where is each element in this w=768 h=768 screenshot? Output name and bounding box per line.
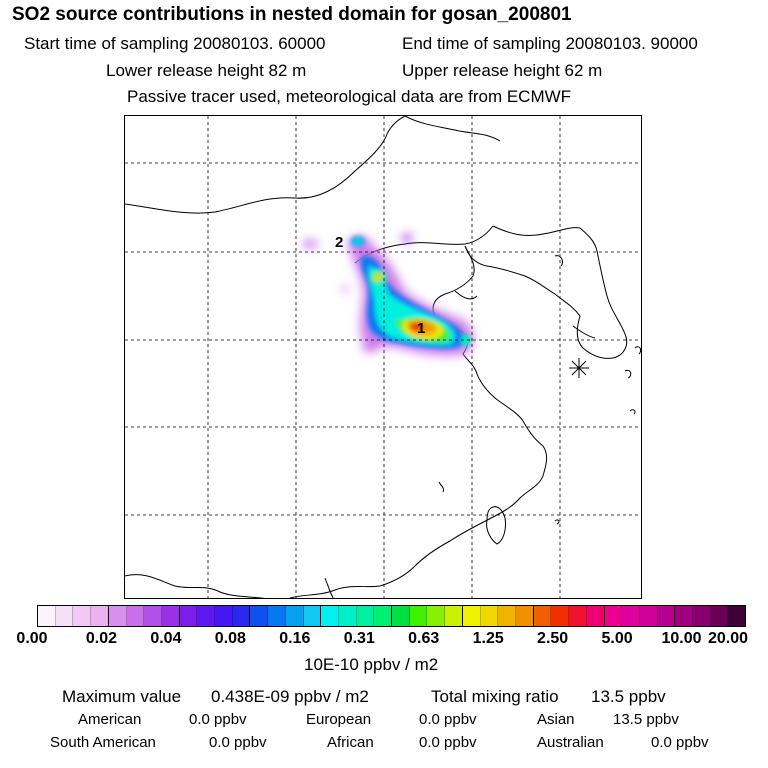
region-value-african: 0.0 ppbv [419, 734, 477, 751]
color-scale-segment [675, 606, 694, 626]
end-time-label: End time of sampling 20080103. 90000 [402, 34, 698, 53]
color-scale-segment [392, 606, 410, 626]
color-scale-segment [586, 606, 605, 626]
color-scale-tick-label: 2.50 [537, 630, 569, 647]
color-scale-segment [303, 606, 322, 626]
color-scale-segment [445, 606, 463, 626]
color-scale-tick-label: 0.63 [408, 630, 440, 647]
color-scale-segment [515, 606, 534, 626]
map-panel: 1 2 [124, 115, 642, 599]
color-scale-segment [215, 606, 233, 626]
color-scale-segment [693, 606, 711, 626]
color-scale-segment [533, 606, 552, 626]
source-label-2: 2 [335, 234, 343, 251]
region-name-asian: Asian [537, 711, 575, 728]
max-value: 0.438E-09 ppbv / m2 [211, 687, 369, 706]
start-time-label: Start time of sampling 20080103. 60000 [24, 34, 326, 53]
plume-shading [302, 234, 474, 356]
region-name-african: African [327, 734, 374, 751]
color-scale-segment [144, 606, 162, 626]
grid-lines [125, 116, 641, 598]
color-scale-tick-label: 10.00 [661, 630, 702, 647]
color-scale-segment [73, 606, 92, 626]
page-title: SO2 source contributions in nested domai… [12, 4, 572, 25]
color-scale-segment [38, 606, 56, 626]
color-scale-tick-label: 0.04 [150, 630, 182, 647]
region-name-european: European [306, 711, 372, 728]
color-scale-segment [179, 606, 198, 626]
color-scale-tick-label: 0.02 [85, 630, 118, 647]
tracer-note: Passive tracer used, meteorological data… [127, 87, 572, 106]
region-value-south-american: 0.0 ppbv [209, 734, 267, 751]
color-scale-segment [268, 606, 286, 626]
color-scale-segment [321, 606, 339, 626]
color-scale-bar [37, 605, 746, 627]
color-scale-segment [639, 606, 658, 626]
source-label-1: 1 [417, 320, 425, 337]
upper-release-label: Upper release height 62 m [402, 61, 603, 80]
color-scale-segment [604, 606, 623, 626]
region-name-australian: Australian [537, 734, 604, 751]
region-value-australian: 0.0 ppbv [651, 734, 709, 751]
region-value-european: 0.0 ppbv [419, 711, 477, 728]
color-scale-segment [498, 606, 516, 626]
color-scale-segment [480, 606, 499, 626]
color-scale-segment [622, 606, 640, 626]
color-scale-unit: 10E-10 ppbv / m2 [304, 655, 439, 674]
color-scale-tick-label: 1.25 [472, 630, 504, 647]
color-scale-tick-label: 0.16 [279, 630, 311, 647]
total-mixing-value: 13.5 ppbv [591, 687, 666, 706]
color-scale-segment [285, 606, 304, 626]
color-scale-segment [250, 606, 269, 626]
coastline-china [125, 116, 548, 598]
color-scale-segment [462, 606, 481, 626]
color-scale-tick-label: 0.00 [16, 630, 48, 647]
color-scale-segment [232, 606, 251, 626]
color-scale-segment [356, 606, 375, 626]
color-scale-segment [710, 606, 729, 626]
color-scale-segment [427, 606, 446, 626]
coastline-japan [554, 325, 636, 525]
map-canvas: 1 2 [125, 116, 641, 598]
color-scale-segment [55, 606, 74, 626]
color-scale-segment [197, 606, 216, 626]
color-scale-segment [728, 606, 746, 626]
max-value-label: Maximum value [62, 687, 182, 706]
color-scale-tick-label: 5.00 [601, 630, 633, 647]
color-scale-segment [569, 606, 587, 626]
color-scale-segment [374, 606, 393, 626]
region-value-asian: 13.5 ppbv [613, 711, 679, 728]
region-value-american: 0.0 ppbv [189, 711, 247, 728]
color-scale-segment [657, 606, 676, 626]
lower-release-label: Lower release height 82 m [106, 61, 307, 80]
region-name-south-american: South American [50, 734, 156, 751]
color-scale-segment [108, 606, 127, 626]
region-name-american: American [78, 711, 142, 728]
coastline-korea [464, 225, 641, 379]
color-scale-segment [338, 606, 357, 626]
color-scale-segment [91, 606, 109, 626]
color-scale-segment [161, 606, 180, 626]
receptor-star-icon [569, 358, 589, 378]
color-scale-tick-label: 0.08 [214, 630, 246, 647]
color-scale-segment [409, 606, 428, 626]
color-scale-segment [126, 606, 145, 626]
color-scale-tick-label: 20.00 [707, 630, 749, 647]
color-scale-tick-label: 0.31 [343, 630, 375, 647]
total-mixing-label: Total mixing ratio [431, 687, 559, 706]
color-scale-segment [551, 606, 570, 626]
